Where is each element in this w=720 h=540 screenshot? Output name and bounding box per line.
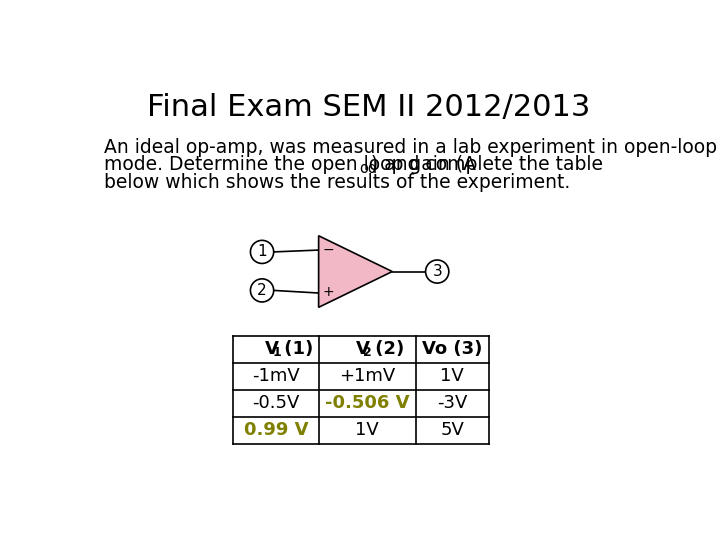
Text: +: + [322, 285, 334, 299]
Text: -0.506 V: -0.506 V [325, 394, 409, 412]
Text: V: V [265, 340, 279, 359]
Text: V: V [356, 340, 370, 359]
Text: Final Exam SEM II 2012/2013: Final Exam SEM II 2012/2013 [148, 93, 590, 122]
Text: od: od [360, 161, 378, 176]
Text: -3V: -3V [437, 394, 467, 412]
Text: +1mV: +1mV [339, 367, 395, 385]
Text: 3: 3 [432, 264, 442, 279]
Text: Vo (3): Vo (3) [422, 340, 482, 359]
Circle shape [426, 260, 449, 283]
Text: below which shows the results of the experiment.: below which shows the results of the exp… [104, 173, 570, 192]
Text: 2: 2 [363, 346, 372, 359]
Text: (1): (1) [277, 340, 312, 359]
Text: -1mV: -1mV [252, 367, 300, 385]
Text: 0.99 V: 0.99 V [244, 421, 308, 439]
Text: 1: 1 [257, 245, 267, 259]
Text: An ideal op-amp, was measured in a lab experiment in open-loop: An ideal op-amp, was measured in a lab e… [104, 138, 717, 157]
Text: 1: 1 [272, 346, 281, 359]
Text: (2): (2) [369, 340, 404, 359]
Polygon shape [319, 236, 392, 307]
Text: 2: 2 [257, 283, 267, 298]
Text: 5V: 5V [441, 421, 464, 439]
Circle shape [251, 240, 274, 264]
Text: mode. Determine the open loop gain (A: mode. Determine the open loop gain (A [104, 156, 476, 174]
Text: ) and complete the table: ) and complete the table [371, 156, 603, 174]
Text: −: − [322, 242, 334, 256]
Text: -0.5V: -0.5V [252, 394, 300, 412]
Text: 1V: 1V [355, 421, 379, 439]
Circle shape [251, 279, 274, 302]
Text: 1V: 1V [441, 367, 464, 385]
